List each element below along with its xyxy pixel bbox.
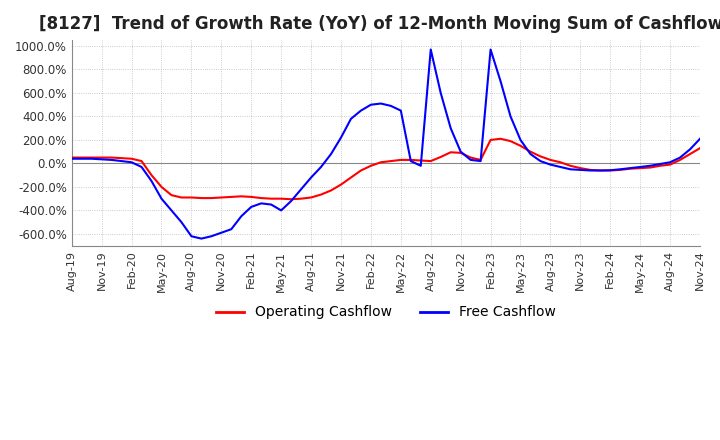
Title: [8127]  Trend of Growth Rate (YoY) of 12-Month Moving Sum of Cashflows: [8127] Trend of Growth Rate (YoY) of 12-… xyxy=(39,15,720,33)
Legend: Operating Cashflow, Free Cashflow: Operating Cashflow, Free Cashflow xyxy=(210,300,561,325)
